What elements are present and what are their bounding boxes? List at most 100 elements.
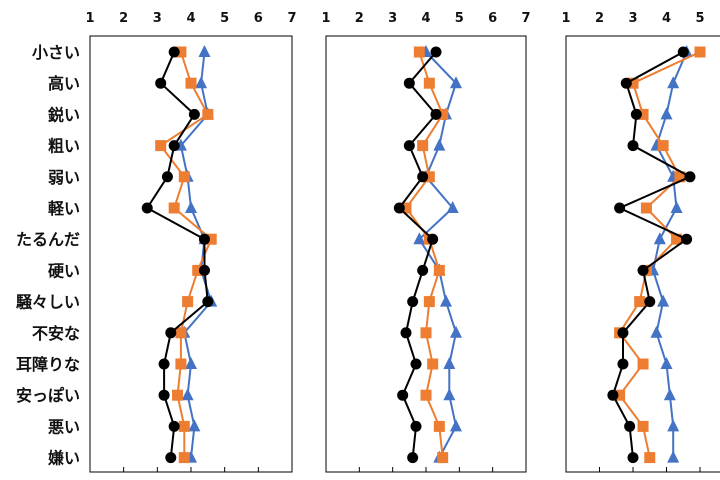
x-tick-label: 3 xyxy=(388,11,397,26)
category-label: 耳障りな xyxy=(16,355,80,374)
data-point-black xyxy=(168,140,180,152)
data-point-blue xyxy=(660,357,673,369)
data-point-orange xyxy=(175,46,187,58)
data-point-black xyxy=(624,420,636,432)
data-point-black xyxy=(168,420,180,432)
data-point-orange xyxy=(640,202,652,214)
data-point-blue xyxy=(653,232,666,245)
data-point-black xyxy=(393,202,405,214)
category-label: 鋭い xyxy=(48,105,80,124)
data-point-orange xyxy=(637,358,649,370)
data-point-blue xyxy=(433,138,446,151)
panel-frame xyxy=(565,35,720,473)
data-point-black xyxy=(627,452,639,464)
data-point-blue xyxy=(185,201,197,213)
data-point-orange xyxy=(644,452,656,464)
series-line-black xyxy=(398,51,437,458)
data-point-blue xyxy=(443,357,456,369)
data-point-orange xyxy=(674,171,686,183)
x-tick-label: 7 xyxy=(287,11,296,26)
data-point-black xyxy=(417,264,429,276)
data-point-black xyxy=(158,358,170,370)
category-label: 粗い xyxy=(48,137,80,156)
data-point-black xyxy=(403,77,415,89)
data-point-blue xyxy=(650,325,663,338)
category-label: 軽い xyxy=(48,199,80,218)
data-point-orange xyxy=(178,420,190,432)
data-point-blue xyxy=(670,201,683,213)
data-point-orange xyxy=(420,327,432,339)
x-tick-label: 1 xyxy=(561,11,570,26)
x-tick-label: 1 xyxy=(85,11,94,26)
data-point-blue xyxy=(450,325,462,338)
data-point-blue xyxy=(443,388,456,401)
data-point-black xyxy=(198,264,210,276)
x-tick-label: 2 xyxy=(595,11,604,26)
data-point-black xyxy=(417,171,429,183)
x-tick-label: 5 xyxy=(455,11,464,26)
x-tick-label: 2 xyxy=(119,11,128,26)
data-point-blue xyxy=(188,419,201,432)
data-point-black xyxy=(161,171,173,183)
data-point-orange xyxy=(433,264,445,276)
data-point-orange xyxy=(175,358,187,370)
data-point-black xyxy=(141,202,153,214)
data-point-black xyxy=(165,452,177,464)
data-point-orange xyxy=(155,140,167,152)
x-tick-label: 3 xyxy=(628,11,637,26)
data-point-orange xyxy=(400,202,412,214)
data-point-black xyxy=(627,140,639,152)
data-point-black xyxy=(400,327,412,339)
category-label: 悪い xyxy=(48,417,80,436)
data-point-blue xyxy=(413,232,426,245)
data-point-black xyxy=(407,296,419,308)
data-point-orange xyxy=(192,264,204,276)
data-point-orange xyxy=(182,296,194,308)
data-point-black xyxy=(403,140,415,152)
x-tick-label: 5 xyxy=(220,11,229,26)
data-point-orange xyxy=(178,452,190,464)
category-label: 小さい xyxy=(32,43,80,62)
data-point-black xyxy=(430,46,442,58)
x-tick-label: 3 xyxy=(153,11,162,26)
data-point-blue xyxy=(446,201,459,213)
data-point-orange xyxy=(437,108,449,120)
data-point-blue xyxy=(195,76,208,89)
data-point-orange xyxy=(437,452,449,464)
data-point-blue xyxy=(667,76,680,89)
data-point-orange xyxy=(671,233,683,245)
data-point-black xyxy=(198,233,210,245)
data-point-black xyxy=(155,77,167,89)
data-point-blue xyxy=(667,419,680,432)
data-point-orange xyxy=(420,389,432,401)
data-point-black xyxy=(620,77,632,89)
data-point-orange xyxy=(627,77,639,89)
x-tick-label: 4 xyxy=(186,11,195,26)
data-point-blue xyxy=(667,450,680,463)
data-point-black xyxy=(644,296,656,308)
data-point-black xyxy=(430,108,442,120)
data-point-orange xyxy=(634,296,646,308)
category-label: 高い xyxy=(48,74,80,93)
x-tick-label: 7 xyxy=(521,11,530,26)
data-point-orange xyxy=(413,46,425,58)
category-label: 硬い xyxy=(48,261,80,280)
data-point-black xyxy=(165,327,177,339)
data-point-orange xyxy=(205,233,217,245)
data-point-blue xyxy=(450,419,462,432)
data-point-black xyxy=(607,389,619,401)
data-point-orange xyxy=(637,108,649,120)
data-point-black xyxy=(407,452,419,464)
data-point-black xyxy=(427,233,439,245)
data-point-blue xyxy=(181,388,194,401)
data-point-black xyxy=(202,296,214,308)
x-tick-label: 6 xyxy=(488,11,497,26)
data-point-blue xyxy=(657,294,670,307)
data-point-black xyxy=(681,233,693,245)
x-tick-label: 2 xyxy=(355,11,364,26)
x-tick-label: 4 xyxy=(421,11,430,26)
x-tick-label: 1 xyxy=(321,11,330,26)
data-point-black xyxy=(188,108,200,120)
data-point-orange xyxy=(178,171,190,183)
